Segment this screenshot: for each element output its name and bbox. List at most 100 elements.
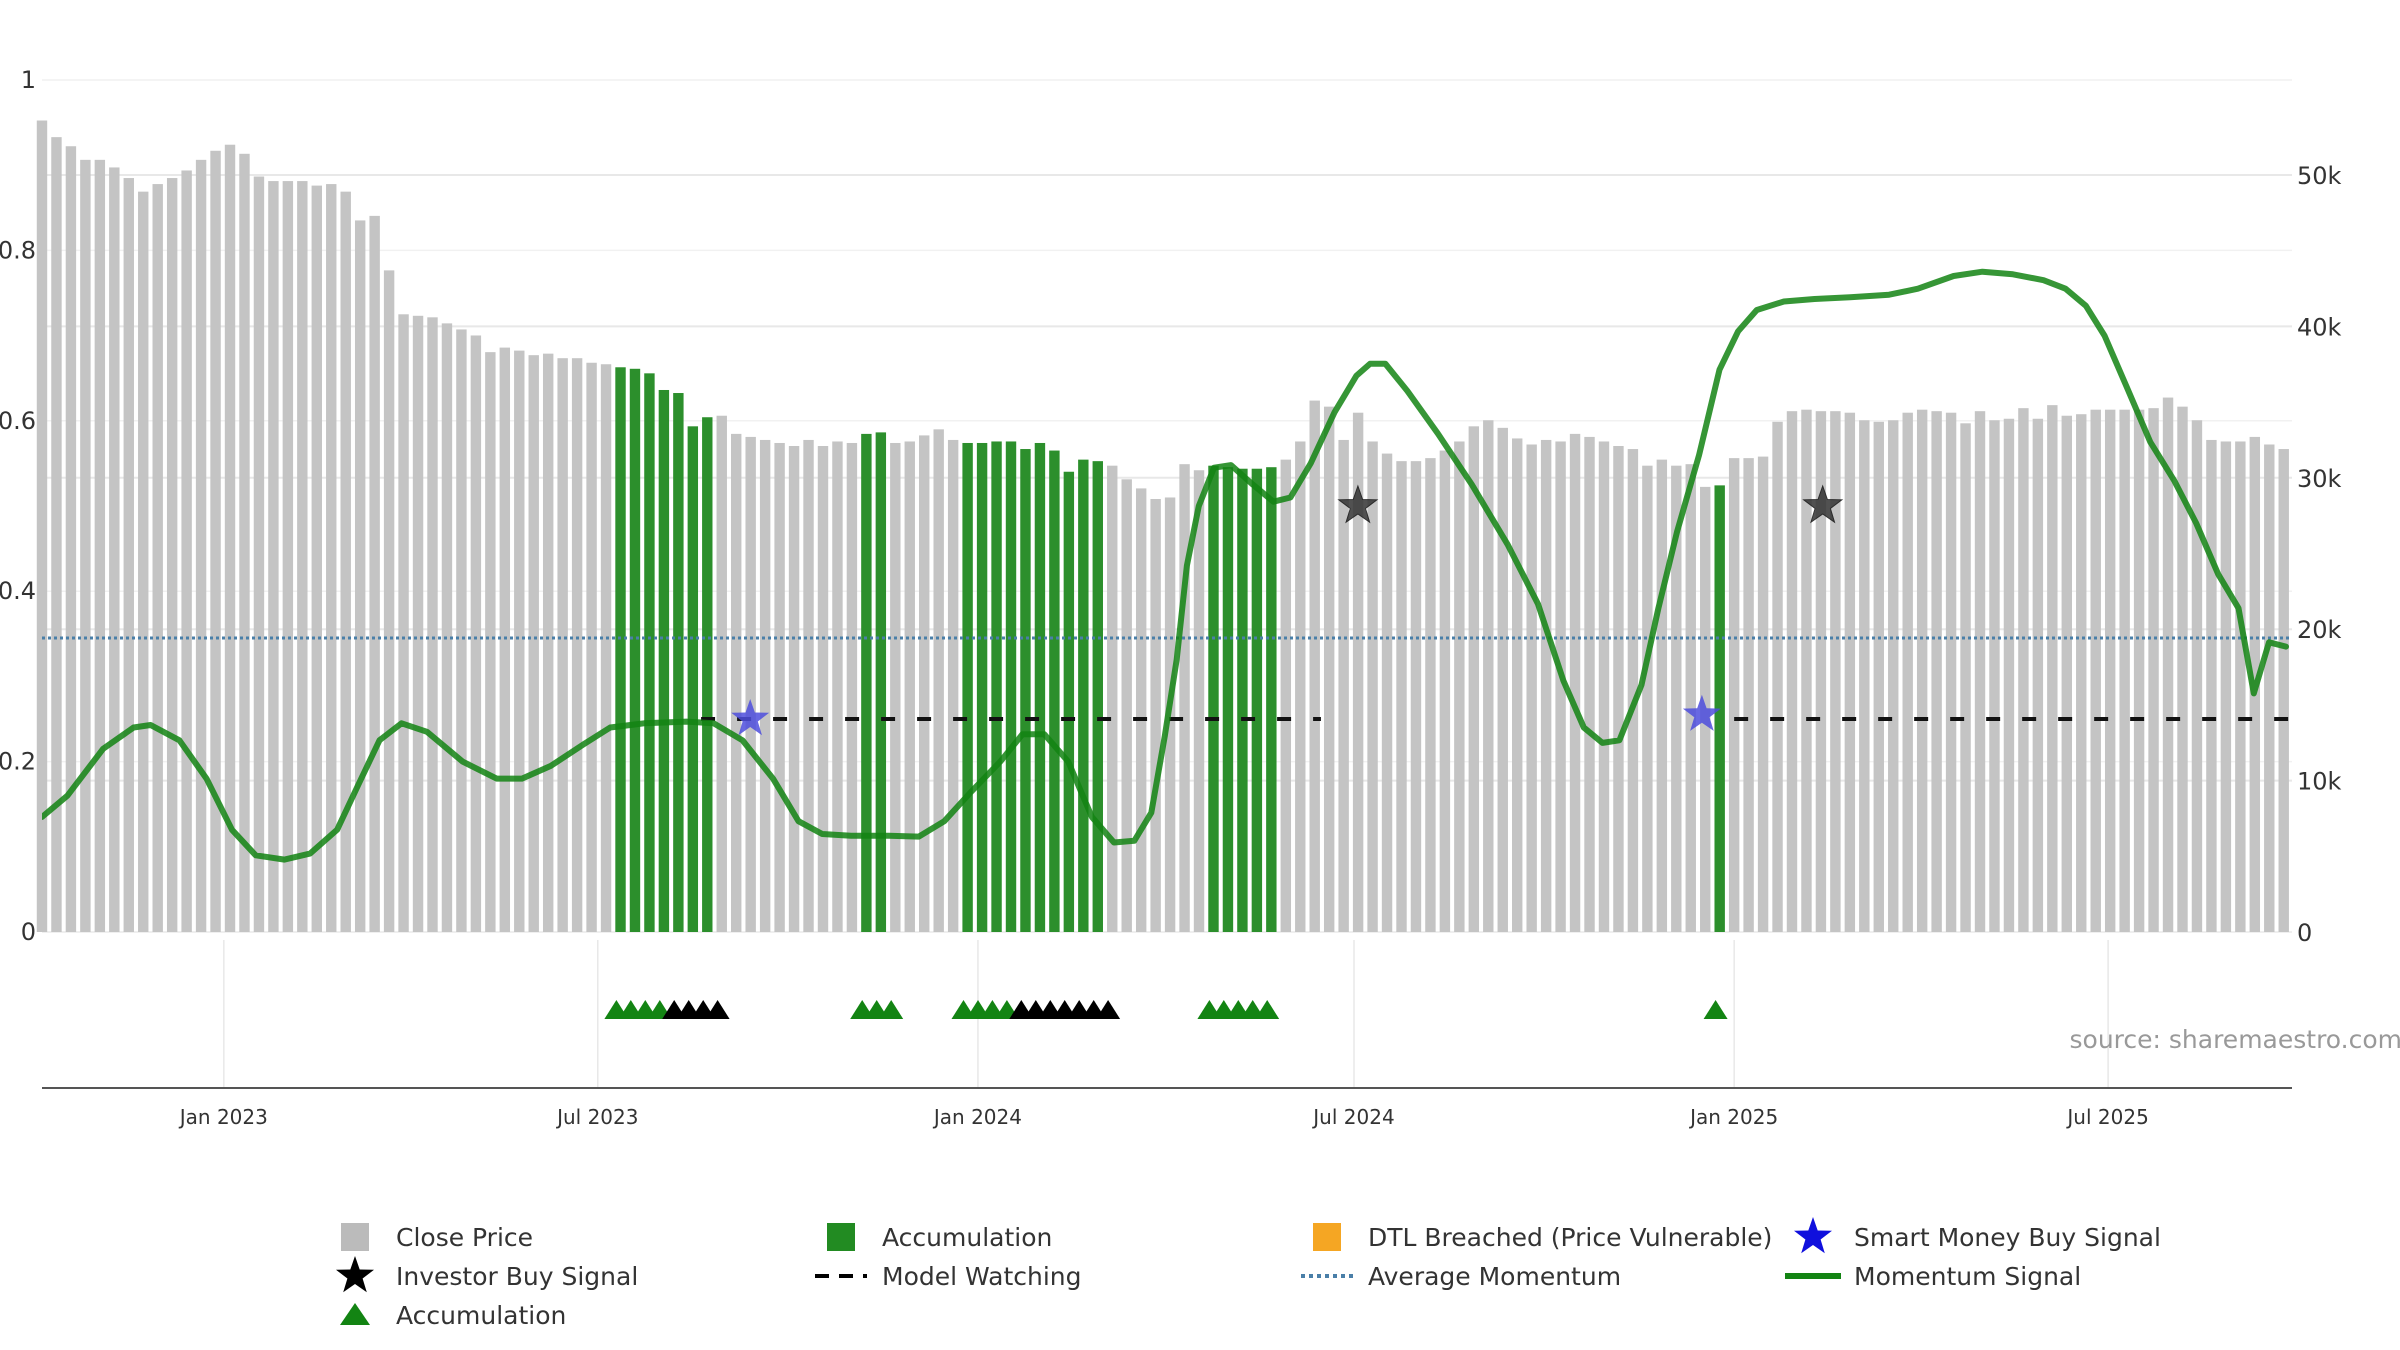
price-bar <box>1295 441 1306 932</box>
price-bar <box>2018 408 2029 932</box>
price-bar <box>1945 412 1957 932</box>
accumulation-bar <box>644 373 655 933</box>
accumulation-bar <box>1251 468 1263 932</box>
accumulation-bar <box>976 442 988 932</box>
price-bar <box>1627 449 1639 932</box>
price-bar <box>2133 409 2145 932</box>
right-tick-label: 40k <box>2297 313 2342 341</box>
price-bar <box>947 439 959 932</box>
signal-stars <box>731 484 1844 736</box>
price-bar <box>1193 470 1205 932</box>
accumulation-bar <box>991 441 1002 932</box>
right-tick-label: 30k <box>2297 465 2342 493</box>
price-bar <box>398 314 409 932</box>
price-bar <box>759 439 771 932</box>
price-bar <box>1280 459 1292 932</box>
accumulation-bar <box>1063 471 1075 932</box>
price-bar <box>326 184 337 932</box>
x-tick-label: Jul 2023 <box>555 1105 638 1129</box>
price-bar <box>890 442 901 932</box>
price-bar <box>138 191 149 932</box>
price-bar <box>1902 412 1913 932</box>
price-bar <box>268 181 279 932</box>
price-bar <box>1931 411 1942 932</box>
price-bar <box>1468 426 1480 932</box>
accumulation-bar <box>962 442 973 932</box>
price-bar <box>1309 400 1320 933</box>
price-bar <box>1801 409 1812 932</box>
accumulation-triangle <box>1255 1000 1280 1019</box>
accumulation-bar <box>629 368 641 932</box>
price-bar <box>571 358 583 932</box>
price-bar <box>297 181 308 932</box>
price-bar <box>1135 488 1147 932</box>
price-bar <box>65 146 77 933</box>
smart-money-buy-star <box>1682 694 1721 731</box>
momentum-signal <box>42 268 2289 863</box>
price-bar <box>1512 438 1523 932</box>
price-bar <box>2090 409 2101 932</box>
price-bar <box>1815 411 1827 932</box>
x-axis: Jan 2023 Jul 2023 Jan 2024 Jul 2024 Jan 2025… <box>42 1087 2292 1129</box>
left-tick-label: 0.6 <box>0 407 36 435</box>
price-bar <box>1728 458 1740 932</box>
accumulation-bar <box>1208 465 1219 932</box>
price-bar <box>1873 421 1884 932</box>
price-bar <box>1323 406 1335 932</box>
legend-label: Investor Buy Signal <box>396 1262 638 1291</box>
price-bar <box>1497 427 1508 932</box>
right-tick-label: 0 <box>2297 919 2312 947</box>
price-bar <box>1483 420 1494 932</box>
signal-strip <box>604 1000 1728 1019</box>
investor-buy-star <box>1802 484 1844 524</box>
source-label: source: sharemaestro.com <box>2070 1025 2400 1054</box>
legend-swatch <box>1313 1223 1341 1251</box>
price-bar <box>1107 465 1118 932</box>
price-bar <box>224 144 236 933</box>
price-bar <box>1642 465 1653 932</box>
right-tick-label: 10k <box>2297 768 2342 796</box>
price-bar <box>152 184 163 932</box>
accumulation-bar <box>1005 441 1017 932</box>
price-bar <box>731 433 742 932</box>
price-bar <box>253 176 265 932</box>
price-bar <box>542 353 554 932</box>
price-bar <box>1613 446 1624 932</box>
price-bar <box>282 181 294 932</box>
price-bar <box>109 167 120 932</box>
x-tick-label: Jan 2024 <box>932 1105 1022 1129</box>
legend-label: Accumulation <box>882 1223 1052 1252</box>
accumulation-bar <box>1078 459 1089 932</box>
price-bar <box>36 120 48 932</box>
accumulation-bar <box>1222 467 1234 932</box>
price-bar <box>1410 461 1422 932</box>
price-bar <box>1396 461 1407 932</box>
price-bar <box>832 441 843 932</box>
x-tick-label: Jul 2024 <box>1311 1105 1394 1129</box>
price-bar <box>774 442 785 932</box>
price-bar <box>181 170 192 932</box>
price-bar <box>1989 420 2000 932</box>
price-bar <box>1786 411 1798 932</box>
accumulation-bar <box>861 433 872 932</box>
price-bar <box>1960 423 1971 932</box>
price-bar <box>499 347 511 933</box>
price-bar <box>1743 458 1754 932</box>
legend-swatch <box>827 1223 855 1251</box>
price-bar <box>2003 418 2015 932</box>
smart-money-buy-star <box>731 699 770 736</box>
price-bar <box>1656 459 1668 932</box>
price-bar <box>485 352 496 932</box>
accumulation-bar <box>673 393 684 932</box>
x-tick-label: Jan 2025 <box>1688 1105 1778 1129</box>
price-bar <box>2177 406 2188 932</box>
legend-label: Average Momentum <box>1368 1262 1621 1291</box>
price-bar <box>1598 441 1610 932</box>
price-bar <box>1179 464 1190 932</box>
legend-label: Close Price <box>396 1223 533 1252</box>
price-bar <box>239 153 250 933</box>
price-bar <box>528 355 539 932</box>
price-bar <box>1439 450 1451 932</box>
investor-triangle <box>705 1000 730 1019</box>
